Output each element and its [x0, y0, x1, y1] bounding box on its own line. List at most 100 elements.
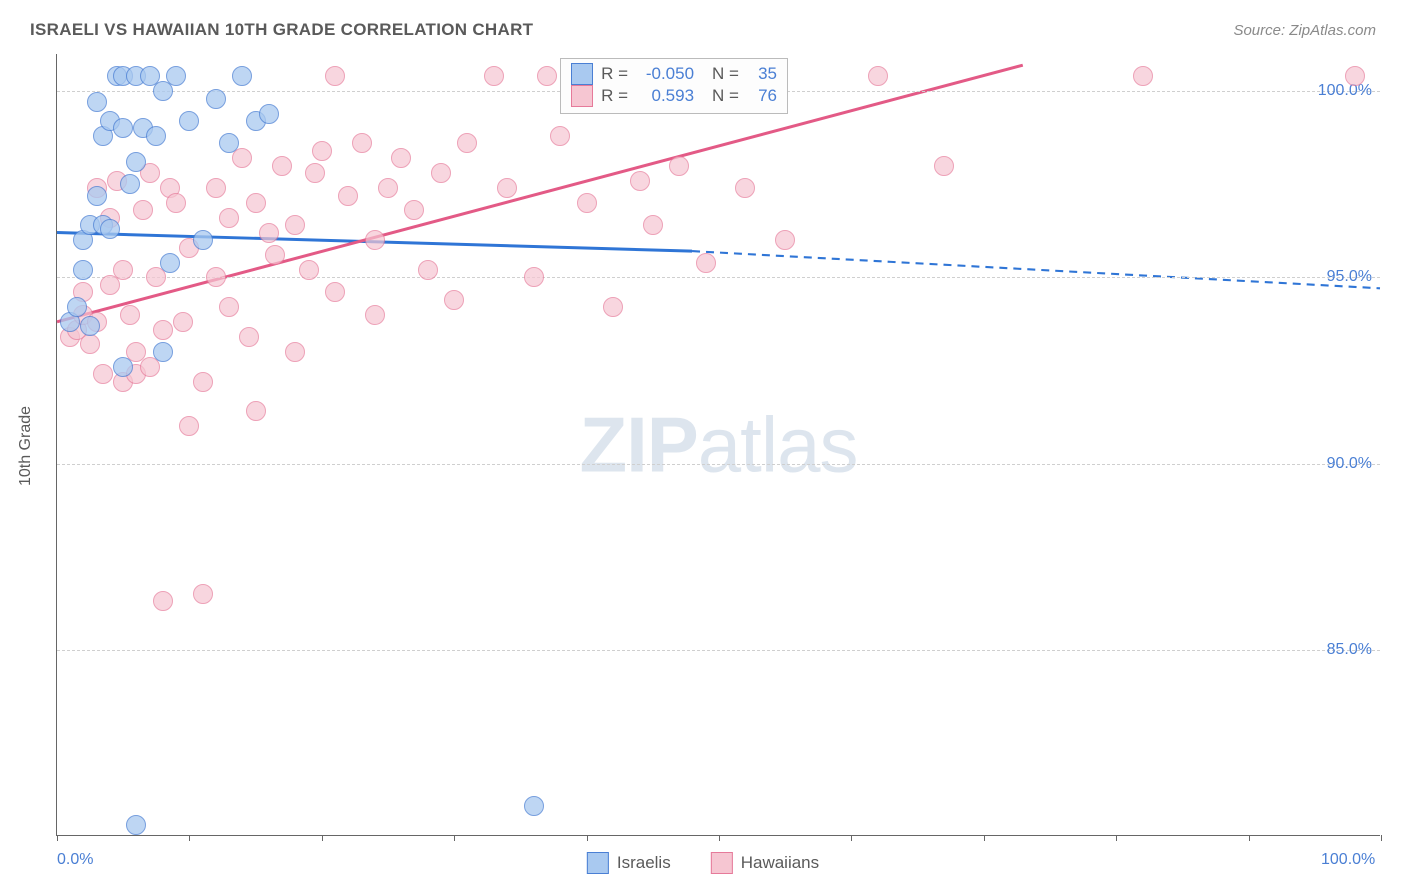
scatter-point-hawaiians — [153, 591, 173, 611]
scatter-point-israelis — [219, 133, 239, 153]
n-value: 76 — [747, 86, 777, 106]
y-tick-label: 100.0% — [1318, 82, 1372, 100]
scatter-point-hawaiians — [206, 267, 226, 287]
x-tick-label: 0.0% — [57, 851, 93, 869]
scatter-point-israelis — [524, 796, 544, 816]
scatter-point-hawaiians — [272, 156, 292, 176]
scatter-point-hawaiians — [365, 305, 385, 325]
scatter-point-israelis — [73, 260, 93, 280]
scatter-point-israelis — [113, 118, 133, 138]
scatter-point-israelis — [259, 104, 279, 124]
scatter-point-hawaiians — [431, 163, 451, 183]
x-tick — [189, 835, 190, 841]
scatter-point-hawaiians — [934, 156, 954, 176]
scatter-point-hawaiians — [630, 171, 650, 191]
x-tick — [1381, 835, 1382, 841]
scatter-point-israelis — [87, 92, 107, 112]
x-tick — [1116, 835, 1117, 841]
scatter-point-hawaiians — [259, 223, 279, 243]
r-value: 0.593 — [636, 86, 694, 106]
scatter-point-israelis — [153, 342, 173, 362]
scatter-point-hawaiians — [457, 133, 477, 153]
scatter-point-hawaiians — [325, 282, 345, 302]
scatter-point-hawaiians — [265, 245, 285, 265]
scatter-point-hawaiians — [120, 305, 140, 325]
scatter-point-hawaiians — [312, 141, 332, 161]
x-tick — [1249, 835, 1250, 841]
scatter-point-hawaiians — [1345, 66, 1365, 86]
scatter-point-hawaiians — [80, 334, 100, 354]
watermark-atlas: atlas — [698, 400, 858, 488]
scatter-point-israelis — [193, 230, 213, 250]
n-value: 35 — [747, 64, 777, 84]
x-tick-label: 100.0% — [1321, 851, 1375, 869]
scatter-point-hawaiians — [113, 260, 133, 280]
scatter-point-hawaiians — [352, 133, 372, 153]
scatter-point-hawaiians — [305, 163, 325, 183]
scatter-point-hawaiians — [391, 148, 411, 168]
grid-line — [57, 464, 1380, 465]
x-tick — [57, 835, 58, 841]
source-attribution: Source: ZipAtlas.com — [1233, 22, 1376, 39]
chart-container: ISRAELI VS HAWAIIAN 10TH GRADE CORRELATI… — [0, 0, 1406, 892]
x-tick — [851, 835, 852, 841]
legend-label: Israelis — [617, 853, 671, 873]
scatter-point-hawaiians — [338, 186, 358, 206]
scatter-point-hawaiians — [378, 178, 398, 198]
trend-line — [692, 251, 1380, 288]
scatter-point-hawaiians — [643, 215, 663, 235]
scatter-point-hawaiians — [173, 312, 193, 332]
scatter-point-hawaiians — [577, 193, 597, 213]
scatter-point-hawaiians — [193, 372, 213, 392]
scatter-point-hawaiians — [153, 320, 173, 340]
legend-item-israelis: Israelis — [587, 852, 671, 874]
scatter-point-hawaiians — [444, 290, 464, 310]
scatter-point-hawaiians — [497, 178, 517, 198]
legend-label: Hawaiians — [741, 853, 819, 873]
legend-swatch-icon — [587, 852, 609, 874]
scatter-point-hawaiians — [239, 327, 259, 347]
scatter-point-israelis — [126, 815, 146, 835]
scatter-point-israelis — [232, 66, 252, 86]
scatter-point-israelis — [67, 297, 87, 317]
scatter-point-hawaiians — [1133, 66, 1153, 86]
n-label: N = — [712, 64, 739, 84]
y-tick-label: 85.0% — [1327, 641, 1372, 659]
scatter-point-hawaiians — [524, 267, 544, 287]
legend-item-hawaiians: Hawaiians — [711, 852, 819, 874]
n-label: N = — [712, 86, 739, 106]
x-tick — [984, 835, 985, 841]
scatter-point-israelis — [100, 219, 120, 239]
scatter-point-israelis — [146, 126, 166, 146]
y-tick-label: 90.0% — [1327, 455, 1372, 473]
scatter-point-israelis — [206, 89, 226, 109]
scatter-point-hawaiians — [696, 253, 716, 273]
scatter-point-hawaiians — [669, 156, 689, 176]
scatter-point-hawaiians — [206, 178, 226, 198]
r-value: -0.050 — [636, 64, 694, 84]
y-tick-label: 95.0% — [1327, 268, 1372, 286]
scatter-point-hawaiians — [418, 260, 438, 280]
scatter-point-hawaiians — [193, 584, 213, 604]
grid-line — [57, 650, 1380, 651]
x-tick — [587, 835, 588, 841]
scatter-point-hawaiians — [537, 66, 557, 86]
scatter-point-israelis — [160, 253, 180, 273]
scatter-point-hawaiians — [775, 230, 795, 250]
scatter-point-hawaiians — [93, 364, 113, 384]
scatter-point-hawaiians — [365, 230, 385, 250]
title-row: ISRAELI VS HAWAIIAN 10TH GRADE CORRELATI… — [30, 20, 1376, 40]
legend-swatch-icon — [571, 63, 593, 85]
scatter-point-hawaiians — [285, 342, 305, 362]
scatter-point-hawaiians — [299, 260, 319, 280]
scatter-point-israelis — [87, 186, 107, 206]
scatter-point-hawaiians — [179, 416, 199, 436]
stats-row-hawaiians: R =0.593N =76 — [571, 85, 777, 107]
scatter-point-israelis — [179, 111, 199, 131]
scatter-point-israelis — [120, 174, 140, 194]
scatter-point-israelis — [166, 66, 186, 86]
x-tick — [322, 835, 323, 841]
plot-area: ZIPatlas 85.0%90.0%95.0%100.0%0.0%100.0%… — [56, 54, 1380, 836]
scatter-point-hawaiians — [232, 148, 252, 168]
grid-line — [57, 277, 1380, 278]
